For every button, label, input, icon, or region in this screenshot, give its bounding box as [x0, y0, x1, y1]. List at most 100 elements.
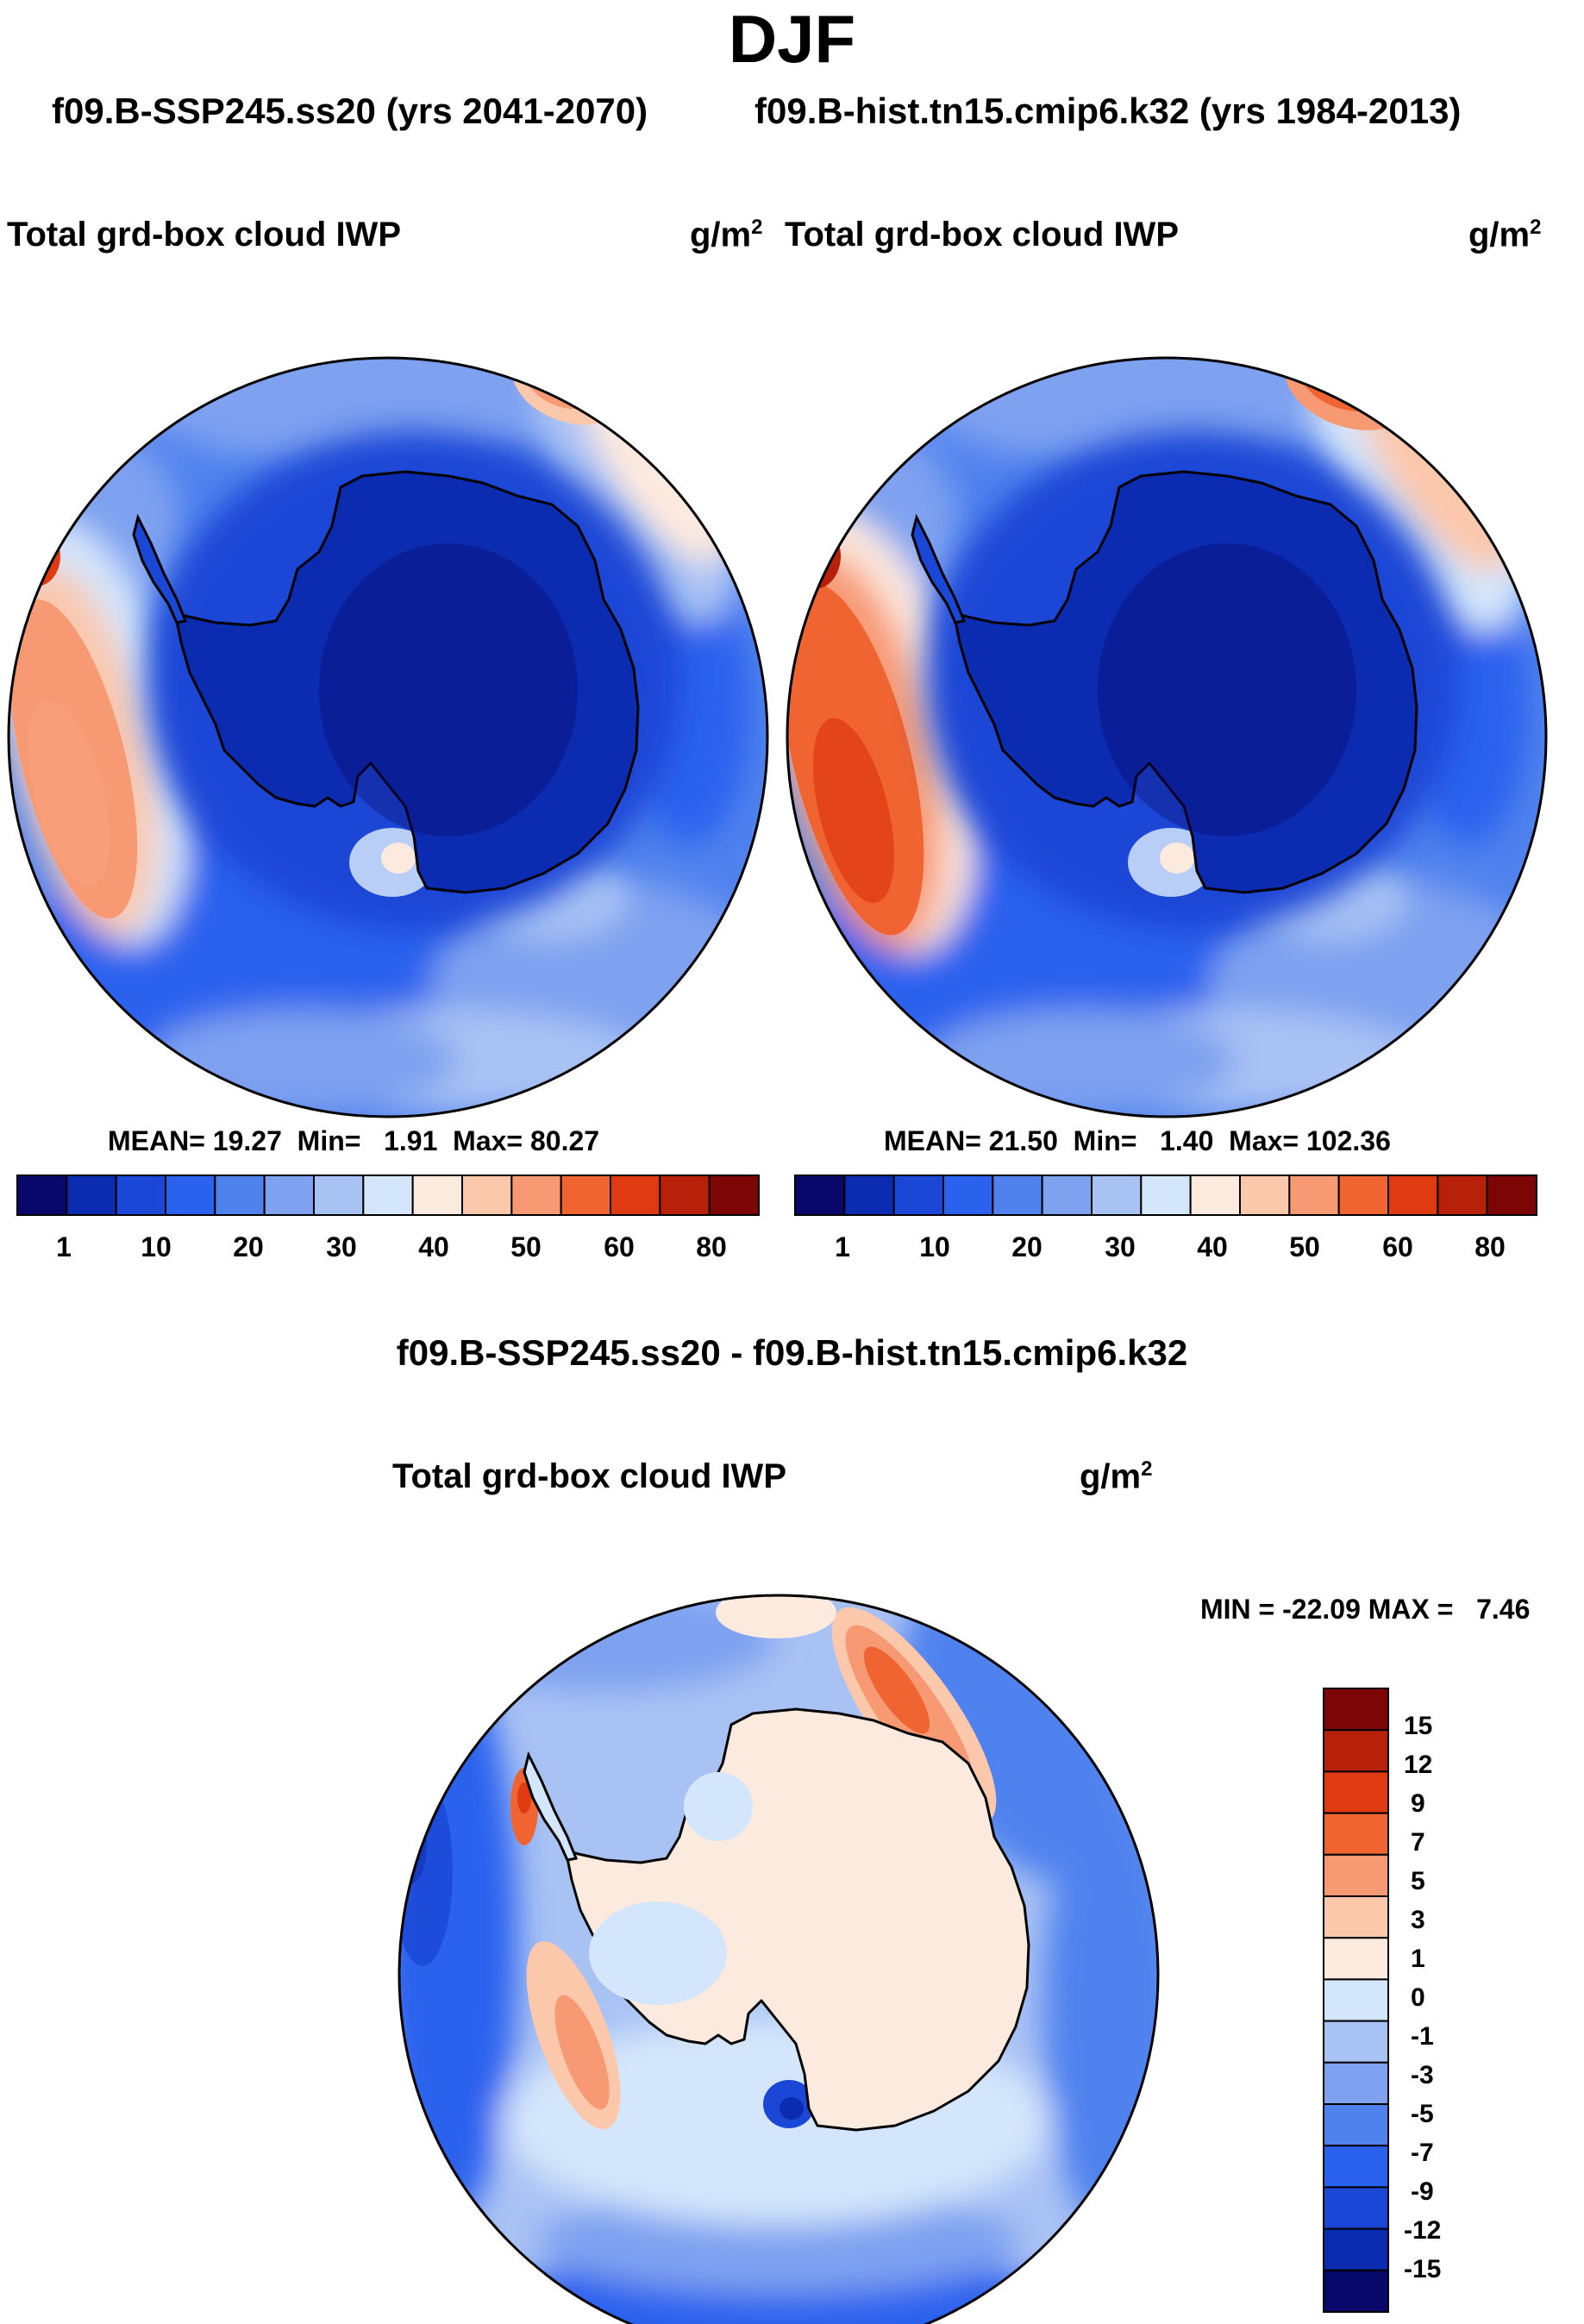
panel3-band: [468, 2251, 1089, 2324]
panel3-colorbar-box: [1323, 1978, 1389, 2022]
panel1-tick: 60: [604, 1231, 635, 1262]
panel3-title: Total grd-box cloud IWP: [392, 1457, 786, 1495]
panel3-tick: 9: [1411, 1789, 1425, 1818]
panel3-tick: 0: [1411, 1983, 1425, 2012]
panel2-max-spot: [798, 535, 824, 569]
panel3-tick: 5: [1411, 1867, 1425, 1895]
panel3-tick: -9: [1411, 2177, 1434, 2206]
panel1-tick: 80: [696, 1231, 727, 1262]
panel1-colorbar-box: [66, 1175, 117, 1216]
panel1-band: [147, 1009, 457, 1112]
panel1-warm-band: [28, 700, 110, 886]
panel1-tick: 20: [233, 1231, 264, 1262]
panel3-colorbar-box: [1323, 2061, 1389, 2106]
panel2-colorbar-box: [1437, 1175, 1488, 1216]
panel1-colorbar-box: [263, 1175, 315, 1216]
panel2-title: Total grd-box cloud IWP: [785, 216, 1179, 254]
panel3-west-antarctica: [684, 1772, 753, 1841]
panel1-colorbar: [16, 1175, 761, 1216]
panel2-tick: 60: [1382, 1231, 1413, 1262]
panel1-title: Total grd-box cloud IWP: [7, 216, 401, 254]
panel2-colorbar-box: [892, 1175, 944, 1216]
panel1-colorbar-box: [214, 1175, 266, 1216]
panel3-colorbar-box: [1323, 1895, 1389, 1939]
panel3-tick: -7: [1411, 2139, 1434, 2167]
panel2-map-border: [786, 356, 1548, 1118]
panel3-colorbar: [1323, 1688, 1389, 2314]
panel2-tick: 10: [919, 1231, 950, 1262]
panel1-tick: 40: [418, 1231, 449, 1262]
panel2-warm-band: [812, 717, 895, 904]
panel3-peninsula: [523, 1751, 579, 1862]
panel3-tick: 15: [1404, 1712, 1433, 1740]
panel3-antarctica: [523, 1707, 1030, 2132]
panel1-colorbar-box: [362, 1175, 414, 1216]
panel3-tick: -3: [1411, 2061, 1434, 2089]
panel1-colorbar-box: [560, 1175, 612, 1216]
panel3-map-border: [398, 1594, 1160, 2324]
panel3-colorbar-box: [1323, 2227, 1389, 2271]
panel3-warm-band: [716, 1595, 836, 1638]
panel3-map: [398, 1594, 1160, 2324]
panel2-tick: 30: [1105, 1231, 1136, 1262]
panel3-colorbar-box: [1323, 1937, 1389, 1981]
panel2-tick: 80: [1474, 1231, 1506, 1262]
panel2-tick: 50: [1289, 1231, 1320, 1262]
panel3-colorbar-box: [1323, 1853, 1389, 1898]
panel3-units: g/m2: [1080, 1457, 1153, 1496]
panel1-tick: 1: [56, 1231, 72, 1262]
panel3-tick: 3: [1411, 1906, 1425, 1934]
panel1-tick: 10: [141, 1231, 172, 1262]
panel2-colorbar-box: [1041, 1175, 1093, 1216]
panel1-max-spot: [21, 536, 45, 567]
panel1-tick: 30: [326, 1231, 357, 1262]
panel3-band: [537, 2190, 1020, 2294]
panel2-colorbar-box: [1486, 1175, 1537, 1216]
panel1-antarctica: [132, 470, 640, 894]
panel2-peninsula: [911, 513, 967, 624]
panel1-colorbar-box: [115, 1175, 167, 1216]
panel3-warm-band: [554, 1995, 610, 2110]
panel2-colorbar-box: [942, 1175, 994, 1216]
panel2-colorbar-box: [1239, 1175, 1291, 1216]
panel3-colorbar-box: [1323, 2103, 1389, 2147]
panel2-units: g/m2: [1468, 216, 1542, 254]
panel3-colorbar-box: [1323, 1729, 1389, 1773]
panel2-tick: 40: [1197, 1231, 1228, 1262]
panel2-colorbar-box: [1288, 1175, 1340, 1216]
panel2-tick: 20: [1011, 1231, 1042, 1262]
panel3-warm-spot: [517, 1782, 531, 1813]
panel3-tick: -1: [1411, 2022, 1434, 2051]
panel1-tick: 50: [510, 1231, 542, 1262]
panel2-colorbar-box: [1387, 1175, 1439, 1216]
panel2-colorbar-box: [1189, 1175, 1241, 1216]
panel1-colorbar-box: [659, 1175, 711, 1216]
panel2-plateau: [1098, 543, 1356, 836]
panel3-colorbar-box: [1323, 1812, 1389, 1856]
page-title: DJF: [728, 1, 856, 77]
subtitle-left: f09.B-SSP245.ss20 (yrs 2041-2070): [52, 91, 648, 131]
panel1-colorbar-box: [313, 1175, 365, 1216]
panel2-colorbar-box: [1140, 1175, 1192, 1216]
panel2-colorbar-box: [1337, 1175, 1389, 1216]
panel1-plateau: [319, 543, 578, 836]
panel1-colorbar-box: [510, 1175, 562, 1216]
panel3-colorbar-box: [1323, 2145, 1389, 2189]
panel2-light-spot: [1160, 843, 1194, 874]
panel3-colorbar-box: [1323, 2269, 1389, 2314]
panel2-colorbar-box: [1091, 1175, 1143, 1216]
panel2-tick: 1: [835, 1231, 850, 1262]
panel1-stats: MEAN= 19.27 Min= 1.91 Max= 80.27: [108, 1125, 600, 1156]
panel1-warm-spot: [540, 359, 578, 386]
diff-title: f09.B-SSP245.ss20 - f09.B-hist.tn15.cmip…: [396, 1332, 1188, 1373]
panel2-stats: MEAN= 21.50 Min= 1.40 Max= 102.36: [884, 1125, 1391, 1156]
panel1-light-spot: [381, 843, 416, 874]
panel2-colorbar: [794, 1175, 1537, 1216]
panel2-warm-spot: [1318, 358, 1364, 387]
panel1-colorbar-box: [411, 1175, 463, 1216]
panel1-colorbar-box: [165, 1175, 216, 1216]
panel3-colorbar-box: [1323, 1688, 1389, 1732]
panel2-map: [786, 356, 1548, 1118]
panel3-tick: 1: [1411, 1945, 1425, 1973]
